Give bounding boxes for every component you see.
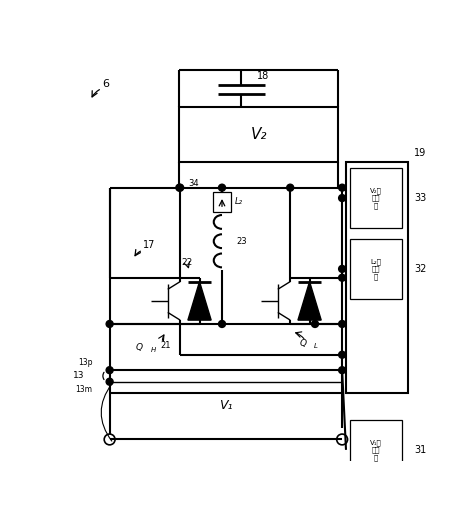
Text: 控
制
器: 控 制 器 bbox=[390, 261, 395, 294]
Circle shape bbox=[338, 275, 346, 281]
Bar bbox=[350, 168, 402, 228]
Circle shape bbox=[338, 265, 346, 272]
Circle shape bbox=[106, 321, 113, 327]
Circle shape bbox=[338, 321, 346, 327]
Bar bbox=[350, 239, 402, 298]
Text: V₁电
压检
测: V₁电 压检 测 bbox=[370, 439, 382, 461]
Text: 13m: 13m bbox=[75, 385, 92, 394]
Bar bbox=[350, 420, 402, 480]
Text: 23: 23 bbox=[236, 237, 246, 246]
Text: Q: Q bbox=[300, 339, 307, 348]
Text: V₁: V₁ bbox=[219, 399, 233, 412]
Polygon shape bbox=[298, 282, 321, 320]
Bar bbox=[179, 107, 338, 162]
Text: 18: 18 bbox=[257, 71, 269, 81]
Circle shape bbox=[287, 184, 294, 191]
Text: 32: 32 bbox=[414, 264, 427, 274]
Text: 22: 22 bbox=[182, 258, 193, 267]
Circle shape bbox=[219, 184, 226, 191]
Text: 31: 31 bbox=[414, 445, 427, 455]
Text: 13: 13 bbox=[73, 371, 85, 380]
Circle shape bbox=[311, 321, 319, 327]
Bar bbox=[346, 162, 408, 393]
Circle shape bbox=[219, 321, 226, 327]
Circle shape bbox=[106, 367, 113, 373]
Text: H: H bbox=[151, 347, 156, 353]
Circle shape bbox=[177, 184, 183, 191]
Text: 19: 19 bbox=[414, 148, 427, 158]
Text: V₂电
压检
测: V₂电 压检 测 bbox=[370, 187, 382, 209]
Circle shape bbox=[176, 184, 183, 191]
Circle shape bbox=[338, 351, 346, 358]
Text: V₂: V₂ bbox=[251, 127, 267, 142]
Bar bbox=[213, 192, 230, 212]
Text: L: L bbox=[313, 343, 317, 349]
Text: 6: 6 bbox=[102, 79, 109, 89]
Text: 21: 21 bbox=[160, 341, 171, 350]
Circle shape bbox=[338, 195, 346, 202]
Text: 33: 33 bbox=[414, 193, 427, 203]
Circle shape bbox=[338, 367, 346, 373]
Circle shape bbox=[338, 184, 346, 191]
Circle shape bbox=[106, 378, 113, 385]
Text: L₂电
流检
测: L₂电 流检 测 bbox=[370, 258, 382, 280]
Polygon shape bbox=[188, 282, 211, 320]
Text: 17: 17 bbox=[143, 240, 155, 250]
Text: Q: Q bbox=[136, 342, 143, 352]
Text: L₂: L₂ bbox=[235, 197, 242, 206]
Text: 34: 34 bbox=[188, 179, 199, 189]
Text: 13p: 13p bbox=[78, 358, 92, 367]
